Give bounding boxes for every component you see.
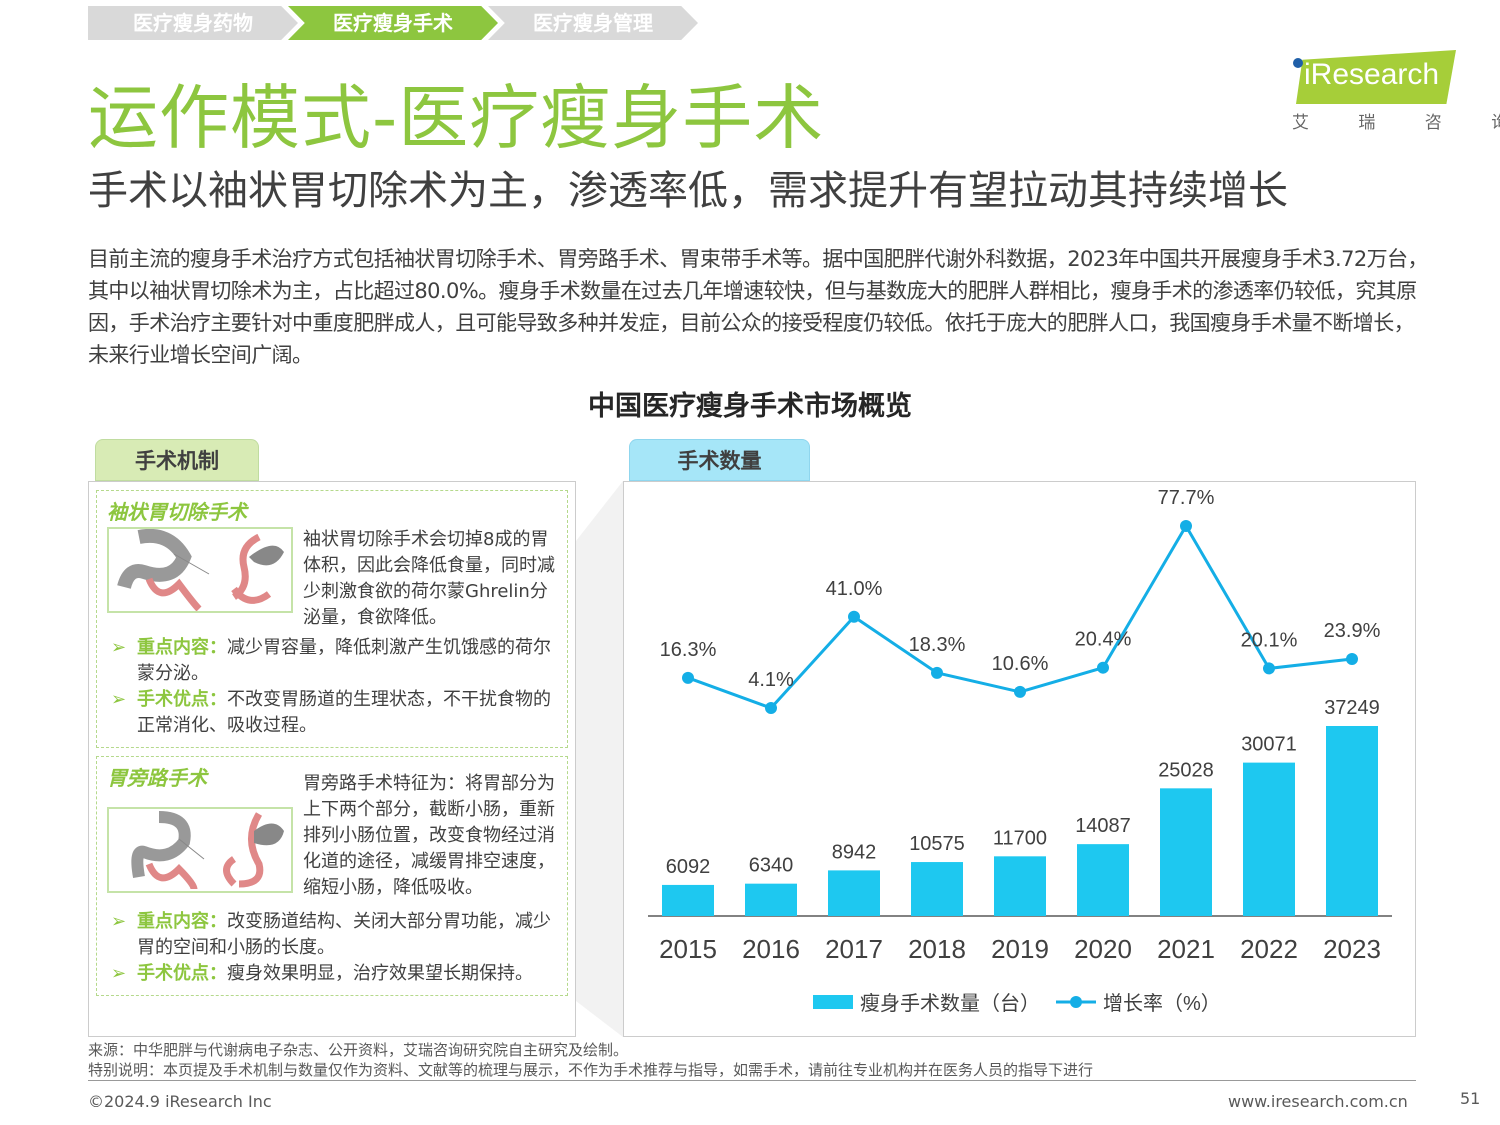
bar-label-2023: 37249	[1324, 697, 1380, 719]
chart-panel: 6092 2015 6340 2016 8942 2017 10575 2018 11700 20…	[623, 481, 1416, 1037]
arrow-bullet-icon: ➢	[111, 637, 127, 658]
bar-label-2015: 6092	[666, 856, 711, 878]
sleeve-gastrectomy-card: 袖状胃切除手术 袖状胃切除手术会切掉8成的胃体积，因此会降低食量，同时减少刺激食…	[96, 490, 568, 748]
breadcrumb-item-drugs[interactable]: 医疗瘦身药物	[88, 6, 298, 40]
key-content-point: ➢ 重点内容：减少胃容量，降低刺激产生饥饿感的荷尔蒙分泌。	[107, 635, 559, 687]
disclaimer-note: 特别说明：本页提及手术机制与数量仅作为资料、文献等的梳理与展示，不作为手术推荐与…	[88, 1061, 1416, 1081]
arrow-bullet-icon: ➢	[111, 911, 127, 932]
card-title: 胃旁路手术	[107, 766, 207, 790]
source-note: 来源：中华肥胖与代谢病电子杂志、公开资料，艾瑞咨询研究院自主研究及绘制。	[88, 1041, 629, 1059]
point-label: 重点内容：	[137, 637, 227, 658]
point-text: 减少胃容量，降低刺激产生饥饿感的荷尔蒙分泌。	[137, 637, 551, 684]
logo-dot	[1293, 58, 1303, 68]
advantage-point: ➢ 手术优点：不改变胃肠道的生理状态，不干扰食物的正常消化、吸收过程。	[107, 687, 559, 739]
card-description: 袖状胃切除手术会切掉8成的胃体积，因此会降低食量，同时减少刺激食欲的荷尔蒙Ghr…	[303, 529, 555, 628]
growth-label-2017: 41.0%	[826, 578, 883, 600]
key-content-point: ➢ 重点内容：改变肠道结构、关闭大部分胃功能，减少胃的空间和小肠的长度。	[107, 909, 559, 961]
page-number: 51	[1460, 1089, 1481, 1108]
intro-paragraph: 目前主流的瘦身手术治疗方式包括袖状胃切除手术、胃旁路手术、胃束带手术等。据中国肥…	[88, 247, 1428, 367]
legend-bar-label: 瘦身手术数量（台）	[860, 992, 1040, 1015]
growth-label-2016: 4.1%	[748, 669, 794, 691]
x-tick-2017: 2017	[825, 934, 883, 964]
growth-point-2023	[1346, 653, 1358, 666]
iresearch-logo: iResearch 艾 瑞 咨 询	[1290, 48, 1500, 133]
growth-point-2021	[1180, 520, 1192, 532]
growth-label-2015: 16.3%	[660, 639, 717, 661]
x-tick-2019: 2019	[991, 934, 1049, 964]
bar-2022	[1243, 762, 1295, 916]
growth-point-2016	[765, 702, 777, 714]
growth-label-2022: 20.1%	[1241, 629, 1298, 651]
logo-cn: 艾 瑞 咨 询	[1292, 113, 1500, 133]
card-title: 袖状胃切除手术	[107, 500, 247, 524]
gastric-bypass-card: 胃旁路手术 胃旁路手术特征为：将胃部分为上下两个部分，截断小肠，重新排列小肠位置…	[96, 756, 568, 996]
x-tick-2015: 2015	[659, 934, 717, 964]
legend-bar-swatch	[813, 995, 853, 1009]
legend-line-label: 增长率（%）	[1103, 992, 1221, 1015]
bar-label-2021: 25028	[1158, 759, 1214, 781]
arrow-bullet-icon: ➢	[111, 689, 127, 710]
sleeve-illustration	[107, 527, 293, 613]
x-tick-2022: 2022	[1240, 934, 1298, 964]
growth-label-2020: 20.4%	[1075, 629, 1132, 651]
bar-2019	[994, 856, 1046, 916]
breadcrumb-item-surgery[interactable]: 医疗瘦身手术	[288, 6, 498, 40]
x-tick-2023: 2023	[1323, 934, 1381, 964]
growth-point-2020	[1097, 661, 1109, 674]
x-tick-2020: 2020	[1074, 934, 1132, 964]
growth-label-2021: 77.7%	[1158, 487, 1215, 509]
mechanism-panel: 袖状胃切除手术 袖状胃切除手术会切掉8成的胃体积，因此会降低食量，同时减少刺激食…	[88, 481, 576, 1037]
point-label: 手术优点：	[137, 689, 227, 710]
growth-point-2015	[682, 671, 694, 684]
bar-label-2022: 30071	[1241, 734, 1297, 756]
bar-label-2019: 11700	[993, 827, 1047, 849]
card-description: 胃旁路手术特征为：将胃部分为上下两个部分，截断小肠，重新排列小肠位置，改变食物经…	[303, 773, 555, 898]
connector-shape	[576, 481, 623, 1037]
point-text: 不改变胃肠道的生理状态，不干扰食物的正常消化、吸收过程。	[137, 689, 551, 736]
bar-2023	[1326, 726, 1378, 916]
bar-label-2016: 6340	[749, 855, 794, 877]
legend-line-marker	[1070, 996, 1082, 1008]
page-title: 运作模式-医疗瘦身手术	[88, 77, 825, 159]
bar-label-2018: 10575	[909, 833, 965, 855]
growth-point-2019	[1014, 685, 1026, 698]
growth-label-2018: 18.3%	[909, 634, 966, 656]
advantage-point: ➢ 手术优点：瘦身效果明显，治疗效果望长期保持。	[107, 961, 559, 987]
logo-badge	[1296, 50, 1456, 104]
copyright: ©2024.9 iResearch Inc	[88, 1092, 272, 1111]
website-link[interactable]: www.iresearch.com.cn	[1228, 1092, 1408, 1111]
point-label: 重点内容：	[137, 911, 227, 932]
bar-label-2020: 14087	[1075, 815, 1131, 837]
x-tick-2021: 2021	[1157, 934, 1215, 964]
bar-2016	[745, 883, 797, 916]
growth-label-2019: 10.6%	[992, 653, 1049, 675]
point-label: 手术优点：	[137, 963, 227, 984]
bar-2018	[911, 862, 963, 916]
bar-2020	[1077, 844, 1129, 916]
point-text: 改变肠道结构、关闭大部分胃功能，减少胃的空间和小肠的长度。	[137, 911, 551, 958]
bar-2021	[1160, 788, 1212, 916]
x-tick-2016: 2016	[742, 934, 800, 964]
arrow-bullet-icon: ➢	[111, 963, 127, 984]
growth-point-2017	[848, 610, 860, 623]
bypass-illustration	[107, 807, 293, 893]
logo-brand: iResearch	[1304, 58, 1440, 91]
x-tick-2018: 2018	[908, 934, 966, 964]
surgery-chart: 6092 2015 6340 2016 8942 2017 10575 2018 11700 20…	[648, 487, 1392, 1015]
section-title: 中国医疗瘦身手术市场概览	[588, 391, 912, 422]
bar-2015	[662, 884, 714, 916]
bar-2017	[828, 870, 880, 916]
point-text: 瘦身效果明显，治疗效果望长期保持。	[227, 963, 533, 984]
bar-label-2017: 8942	[832, 841, 877, 863]
page-subtitle: 手术以袖状胃切除术为主，渗透率低，需求提升有望拉动其持续增长	[88, 168, 1288, 214]
growth-point-2018	[931, 666, 943, 679]
tab-surgery-count: 手术数量	[629, 439, 810, 481]
breadcrumb-item-management[interactable]: 医疗瘦身管理	[488, 6, 698, 40]
growth-label-2023: 23.9%	[1324, 620, 1381, 642]
growth-point-2022	[1263, 662, 1275, 675]
tab-surgery-mechanism: 手术机制	[95, 439, 259, 481]
